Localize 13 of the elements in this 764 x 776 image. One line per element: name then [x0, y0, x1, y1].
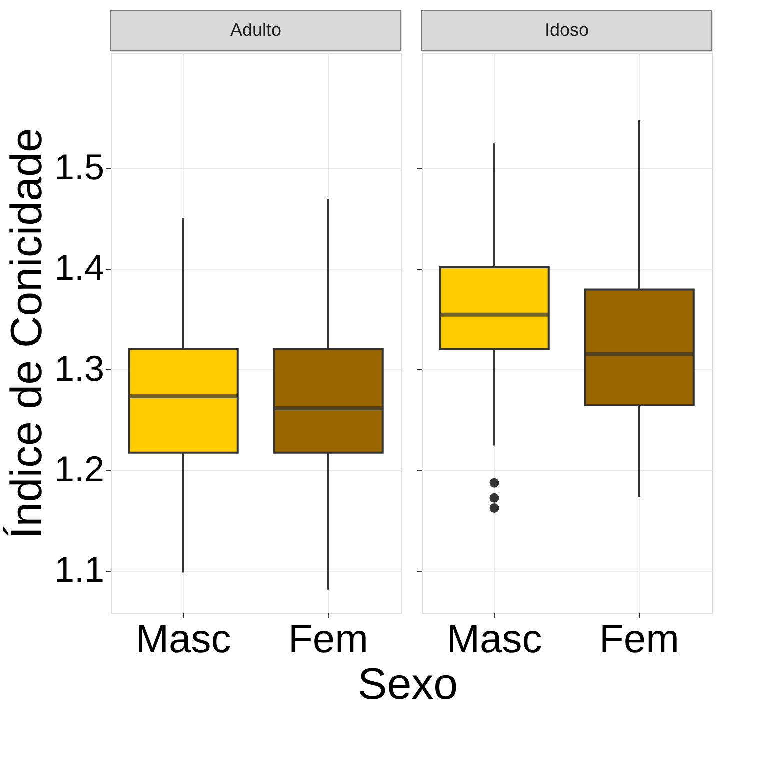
x-tick-label: Fem — [288, 618, 368, 662]
chart-title: Idoso — [544, 20, 590, 40]
x-tick-label: Masc — [136, 618, 232, 662]
y-tick-label: 1.1 — [54, 549, 104, 590]
chart-title: Adulto — [230, 20, 282, 40]
x-axis-title: Sexo — [358, 660, 458, 709]
y-tick-label: 1.3 — [54, 348, 104, 389]
x-tick-label: Fem — [600, 618, 680, 662]
y-axis-title: Índice de Conicidade — [2, 128, 52, 539]
y-tick-label: 1.4 — [54, 247, 104, 288]
x-tick-label: Masc — [446, 618, 542, 662]
y-tick-label: 1.2 — [54, 448, 104, 490]
y-tick-label: 1.5 — [54, 146, 104, 188]
